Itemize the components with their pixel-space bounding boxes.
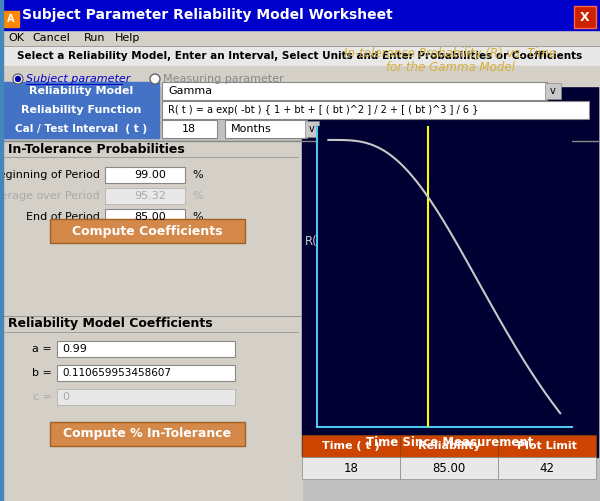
Bar [400, 457, 498, 479]
Text: In-tolerance Probability (R) vs. Time: In-tolerance Probability (R) vs. Time [344, 47, 556, 60]
Bar [57, 365, 235, 381]
Bar [0, 30, 600, 46]
Bar [162, 120, 217, 138]
Bar [0, 457, 302, 501]
Text: R(t): R(t) [305, 234, 327, 247]
Text: X: X [580, 11, 590, 24]
Bar [4, 82, 159, 100]
Text: 99.00: 99.00 [134, 170, 166, 180]
Bar [0, 0, 600, 30]
Text: a =: a = [32, 344, 52, 354]
Text: 0.99: 0.99 [62, 344, 87, 354]
Text: 95.32: 95.32 [134, 191, 166, 201]
Bar [57, 341, 235, 357]
Text: 85.00: 85.00 [134, 212, 166, 222]
Bar [305, 121, 319, 137]
Bar [302, 42, 598, 457]
Bar [4, 101, 159, 119]
Text: Beginning of Period: Beginning of Period [0, 170, 100, 180]
Bar [302, 457, 400, 479]
Bar [0, 66, 600, 86]
Text: Time ( t ): Time ( t ) [322, 441, 380, 451]
Text: Gamma: Gamma [168, 86, 212, 96]
Text: %: % [192, 212, 203, 222]
Text: Time Since Measurement: Time Since Measurement [367, 436, 533, 449]
Text: Average over Period: Average over Period [0, 191, 100, 201]
Text: 42: 42 [539, 461, 554, 474]
Text: Run: Run [84, 33, 106, 43]
Text: R( t ) = a exp( -bt ) { 1 + bt + [ ( bt )^2 ] / 2 + [ ( bt )^3 ] / 6 }: R( t ) = a exp( -bt ) { 1 + bt + [ ( bt … [168, 105, 478, 115]
Text: Reliability Function: Reliability Function [21, 105, 141, 115]
Text: Subject parameter: Subject parameter [26, 74, 130, 84]
Bar [50, 219, 245, 243]
Text: 85.00: 85.00 [433, 461, 466, 474]
Text: Reliability Model Coefficients: Reliability Model Coefficients [8, 318, 212, 331]
Text: Plot Limit: Plot Limit [517, 441, 577, 451]
Bar [105, 209, 185, 225]
Text: 0.110659953458607: 0.110659953458607 [62, 368, 171, 378]
Text: In-Tolerance Probabilities: In-Tolerance Probabilities [8, 142, 185, 155]
Bar [3, 11, 19, 27]
Bar [0, 0, 3, 501]
Text: OK: OK [8, 33, 24, 43]
Text: 18: 18 [182, 124, 196, 134]
Text: Reliability: Reliability [418, 441, 481, 451]
Bar [4, 120, 159, 138]
Bar [302, 435, 400, 457]
Bar [498, 435, 596, 457]
Text: for the Gamma Model: for the Gamma Model [386, 61, 514, 74]
Bar [0, 46, 600, 66]
Bar [162, 82, 547, 100]
Text: Select a Reliability Model, Enter an Interval, Select Units and Enter Probabilit: Select a Reliability Model, Enter an Int… [17, 51, 583, 61]
Text: v: v [309, 124, 315, 134]
Text: Months: Months [231, 124, 272, 134]
Bar [574, 6, 596, 28]
Text: Cal / Test Interval  ( t ): Cal / Test Interval ( t ) [15, 124, 147, 134]
Text: Compute Coefficients: Compute Coefficients [72, 224, 222, 237]
Bar [50, 422, 245, 446]
Bar [162, 101, 589, 119]
Bar [498, 457, 596, 479]
Text: %: % [192, 191, 203, 201]
Bar [0, 141, 302, 316]
Bar [57, 389, 235, 405]
Text: Reliability Model: Reliability Model [29, 86, 133, 96]
Text: 0: 0 [62, 392, 69, 402]
Circle shape [13, 74, 23, 84]
Text: b =: b = [32, 368, 52, 378]
Text: A: A [7, 14, 15, 24]
Bar [105, 188, 185, 204]
Text: Measuring parameter: Measuring parameter [163, 74, 284, 84]
Bar [0, 316, 302, 501]
Bar [105, 167, 185, 183]
Text: %: % [192, 170, 203, 180]
Bar [225, 120, 307, 138]
Text: Help: Help [115, 33, 140, 43]
Bar [400, 435, 498, 457]
Text: Cancel: Cancel [32, 33, 70, 43]
Text: 18: 18 [344, 461, 358, 474]
Text: c =: c = [33, 392, 52, 402]
Circle shape [150, 74, 160, 84]
Text: v: v [550, 86, 556, 96]
Text: End of Period: End of Period [26, 212, 100, 222]
Text: Compute % In-Tolerance: Compute % In-Tolerance [63, 427, 231, 440]
Circle shape [16, 77, 20, 82]
Bar [545, 83, 561, 99]
Text: Subject Parameter Reliability Model Worksheet: Subject Parameter Reliability Model Work… [22, 8, 393, 22]
